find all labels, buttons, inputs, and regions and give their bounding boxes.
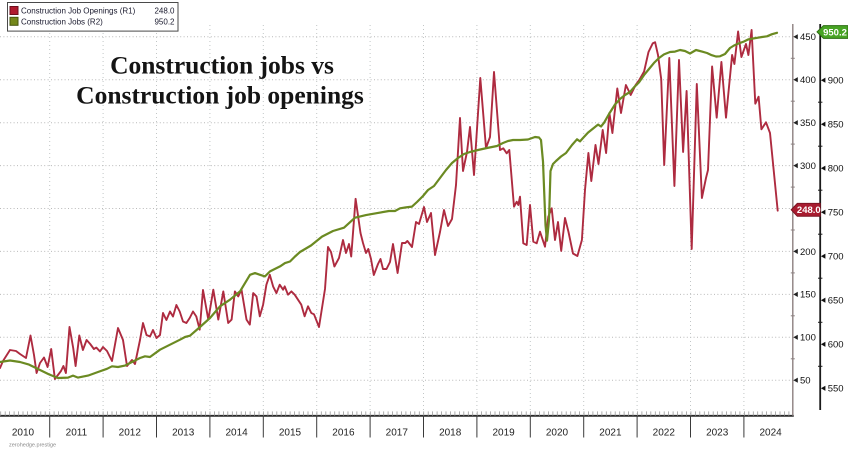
svg-text:2018: 2018 <box>439 428 462 439</box>
svg-text:2010: 2010 <box>12 428 35 439</box>
svg-text:2021: 2021 <box>599 428 622 439</box>
svg-text:800: 800 <box>828 164 844 175</box>
svg-text:100: 100 <box>800 333 816 344</box>
svg-text:zerohedge.prestige: zerohedge.prestige <box>9 443 56 449</box>
svg-text:2016: 2016 <box>332 428 355 439</box>
svg-text:600: 600 <box>828 340 844 351</box>
svg-text:Construction Jobs (R2): Construction Jobs (R2) <box>21 17 103 26</box>
svg-text:2011: 2011 <box>66 428 88 439</box>
svg-text:550: 550 <box>828 384 844 395</box>
svg-text:200: 200 <box>800 247 816 258</box>
svg-text:2022: 2022 <box>653 428 676 439</box>
svg-text:300: 300 <box>800 161 816 172</box>
svg-text:2014: 2014 <box>225 428 248 439</box>
svg-text:450: 450 <box>800 32 816 43</box>
svg-text:2019: 2019 <box>492 428 515 439</box>
svg-text:50: 50 <box>800 376 811 387</box>
svg-text:900: 900 <box>828 76 844 87</box>
svg-text:2015: 2015 <box>279 428 302 439</box>
svg-text:2013: 2013 <box>172 428 195 439</box>
svg-text:2012: 2012 <box>119 428 142 439</box>
svg-text:248.0: 248.0 <box>797 205 821 216</box>
svg-text:700: 700 <box>828 252 844 263</box>
svg-text:2020: 2020 <box>546 428 569 439</box>
svg-text:950.2: 950.2 <box>823 27 847 38</box>
svg-text:350: 350 <box>800 118 816 129</box>
svg-text:Construction Job Openings (R1): Construction Job Openings (R1) <box>21 7 136 16</box>
svg-text:850: 850 <box>828 120 844 131</box>
svg-text:400: 400 <box>800 75 816 86</box>
svg-text:950.2: 950.2 <box>154 17 175 26</box>
svg-text:750: 750 <box>828 208 844 219</box>
svg-text:Construction jobs vs: Construction jobs vs <box>110 51 334 80</box>
svg-text:2017: 2017 <box>386 428 409 439</box>
svg-text:2023: 2023 <box>706 428 729 439</box>
svg-text:Construction job openings: Construction job openings <box>76 81 364 110</box>
svg-text:650: 650 <box>828 296 844 307</box>
svg-text:248.0: 248.0 <box>154 7 175 16</box>
svg-text:2024: 2024 <box>759 428 782 439</box>
svg-text:150: 150 <box>800 290 816 301</box>
